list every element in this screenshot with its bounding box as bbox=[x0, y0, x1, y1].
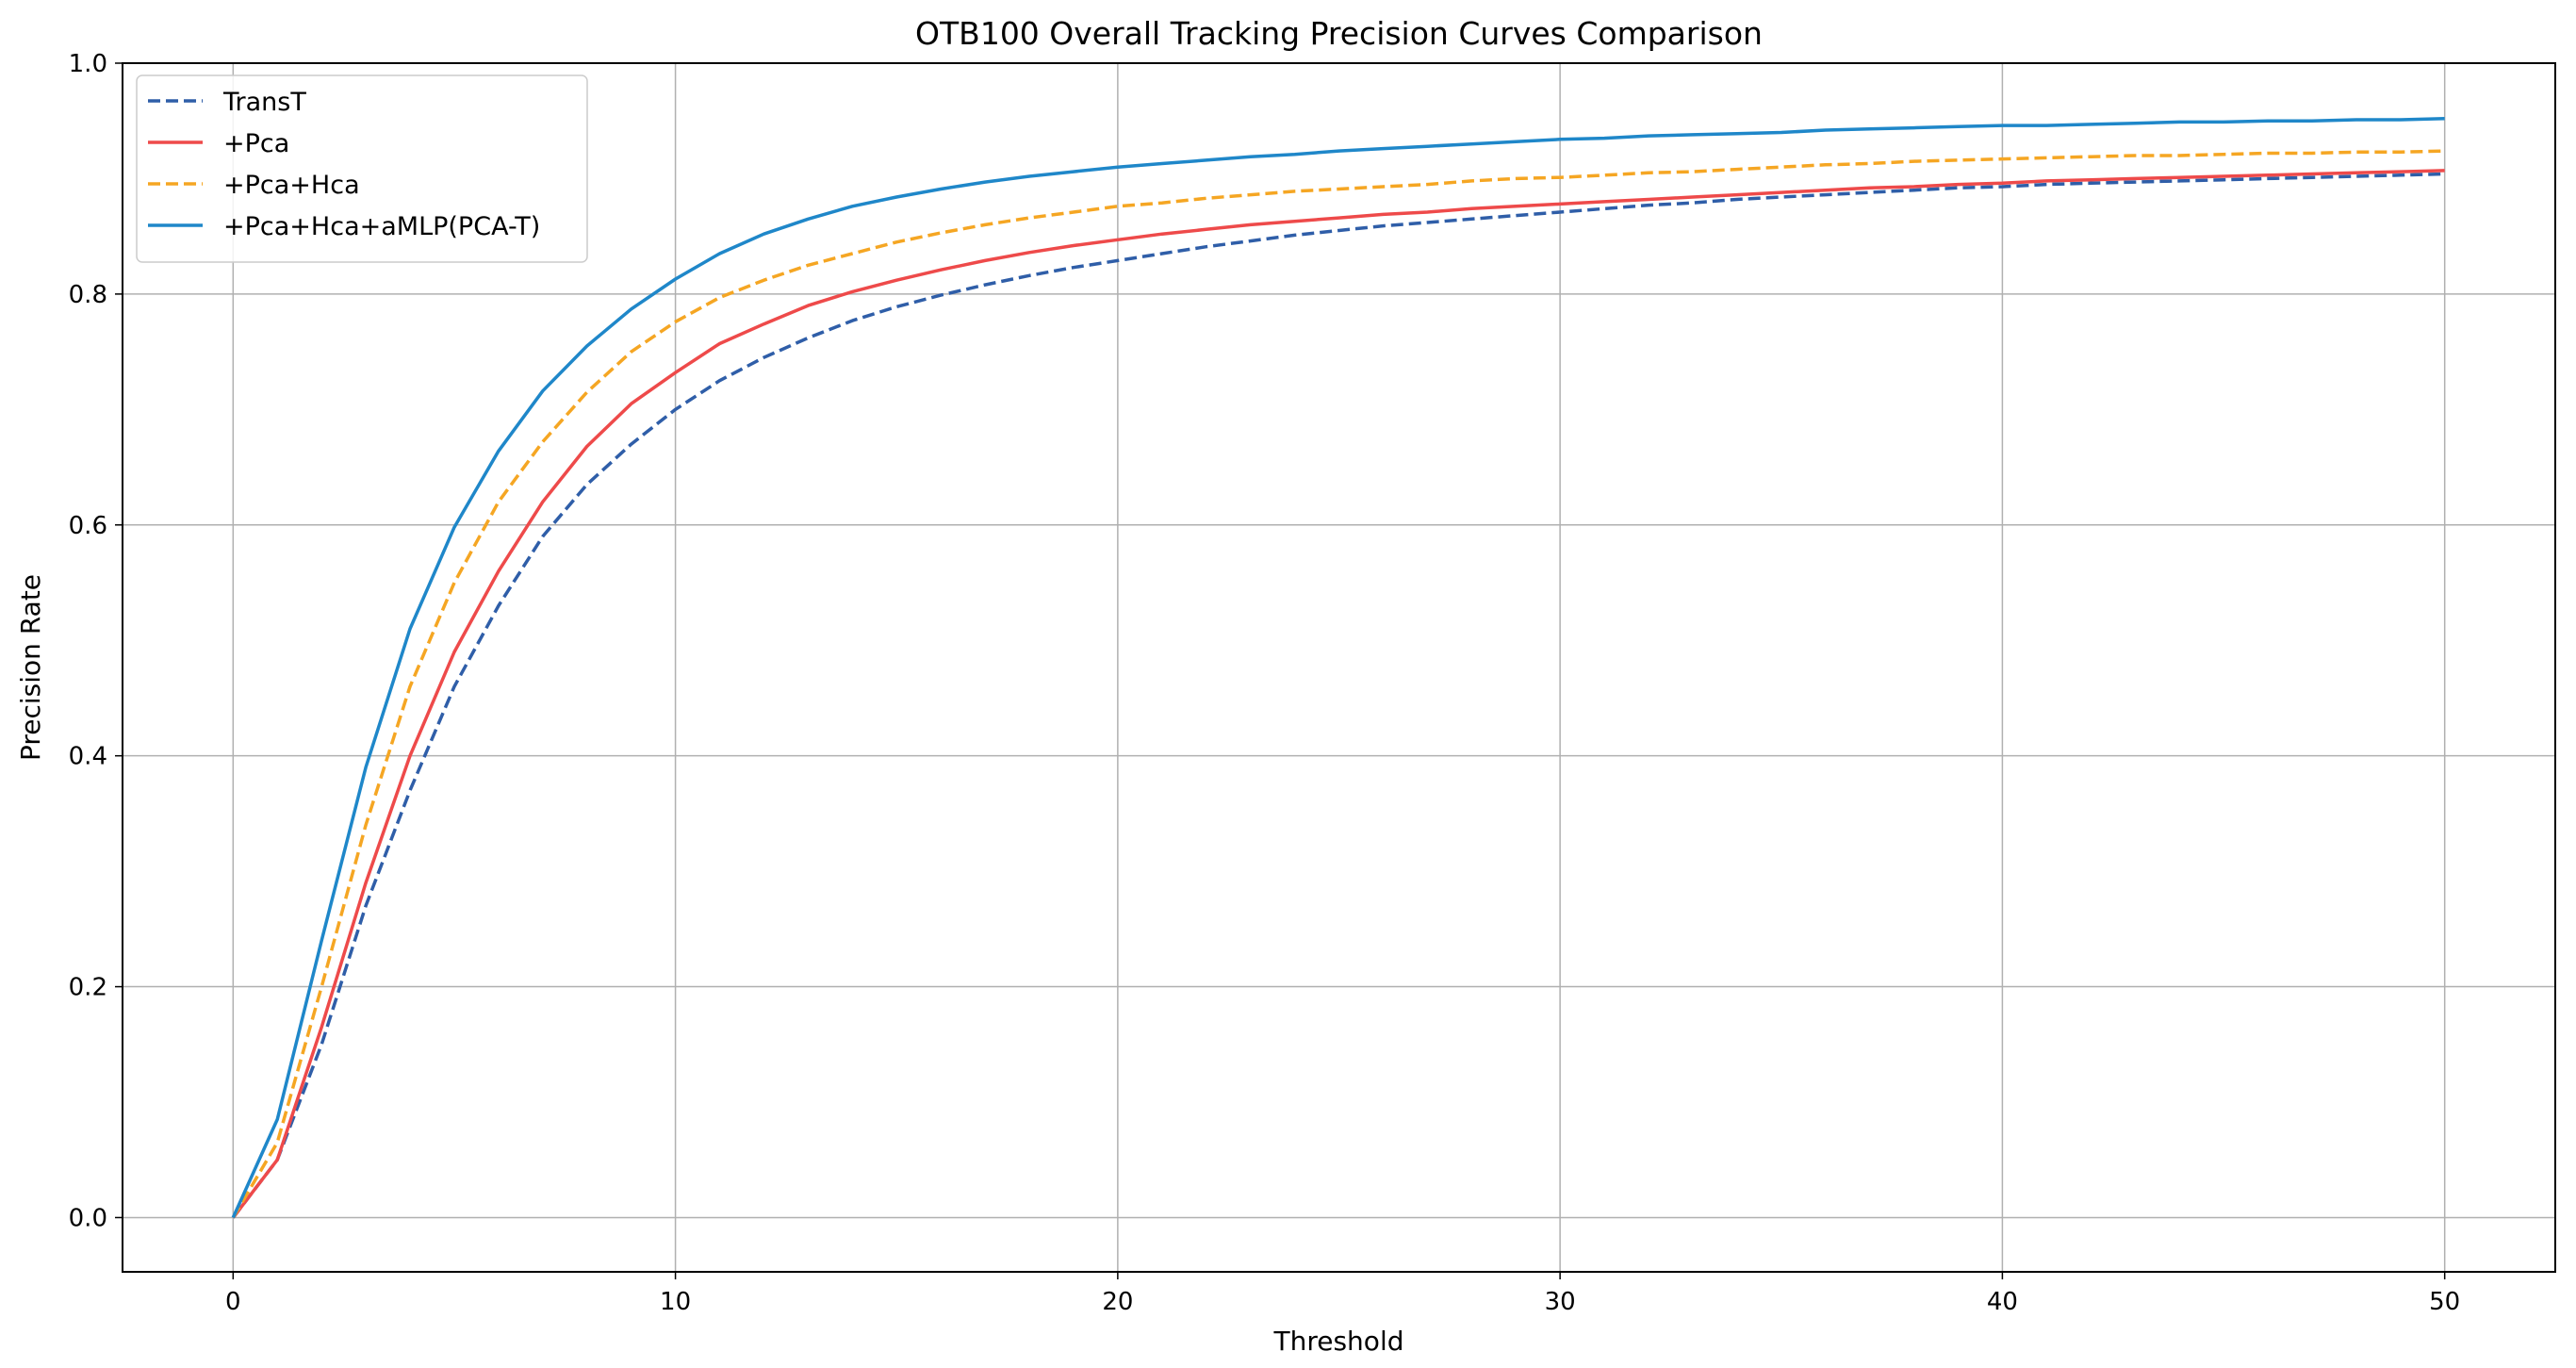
series-line bbox=[231, 169, 2445, 1219]
series-line bbox=[231, 117, 2445, 1219]
legend-label: TransT bbox=[222, 88, 306, 117]
legend-label: +Pca bbox=[223, 129, 289, 158]
legend-label: +Pca+Hca+aMLP(PCA-T) bbox=[223, 212, 540, 241]
y-tick-label: 0.0 bbox=[69, 1204, 107, 1232]
x-tick-label: 40 bbox=[1987, 1288, 2018, 1316]
y-tick-label: 0.4 bbox=[69, 743, 107, 771]
series-line bbox=[231, 149, 2445, 1219]
x-tick-label: 0 bbox=[225, 1288, 241, 1316]
series-lines bbox=[231, 117, 2445, 1219]
grid bbox=[123, 62, 2555, 1272]
legend-box bbox=[136, 74, 588, 263]
chart-title: OTB100 Overall Tracking Precision Curves… bbox=[915, 15, 1763, 52]
y-tick-label: 1.0 bbox=[69, 50, 107, 78]
series-line bbox=[231, 172, 2445, 1219]
x-tick-label: 30 bbox=[1545, 1288, 1576, 1316]
legend: TransT +Pca +Pca+Hca +Pca+Hca+aMLP(PCA-T) bbox=[136, 74, 588, 263]
legend-label: +Pca+Hca bbox=[223, 171, 360, 200]
y-axis-label: Precision Rate bbox=[15, 574, 46, 761]
x-tick-label: 20 bbox=[1102, 1288, 1133, 1316]
plot-frame bbox=[122, 62, 2556, 1273]
x-axis-label: Threshold bbox=[1273, 1326, 1404, 1357]
x-tick-label: 10 bbox=[660, 1288, 691, 1316]
y-tick-label: 0.2 bbox=[69, 974, 107, 1002]
y-tick-label: 0.6 bbox=[69, 512, 107, 540]
axis-ticks: 0 10 20 30 40 50 0.0 0.2 0.4 0.6 0.8 1.0 bbox=[69, 50, 2461, 1316]
x-tick-label: 50 bbox=[2429, 1288, 2460, 1316]
y-tick-label: 0.8 bbox=[69, 281, 107, 309]
